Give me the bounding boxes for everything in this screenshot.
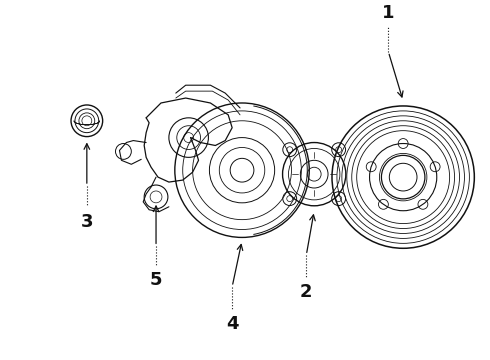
Text: 5: 5 xyxy=(150,271,162,289)
Text: 2: 2 xyxy=(300,283,313,301)
Text: 1: 1 xyxy=(382,4,394,22)
Text: 3: 3 xyxy=(80,213,93,231)
Text: 4: 4 xyxy=(226,315,239,333)
